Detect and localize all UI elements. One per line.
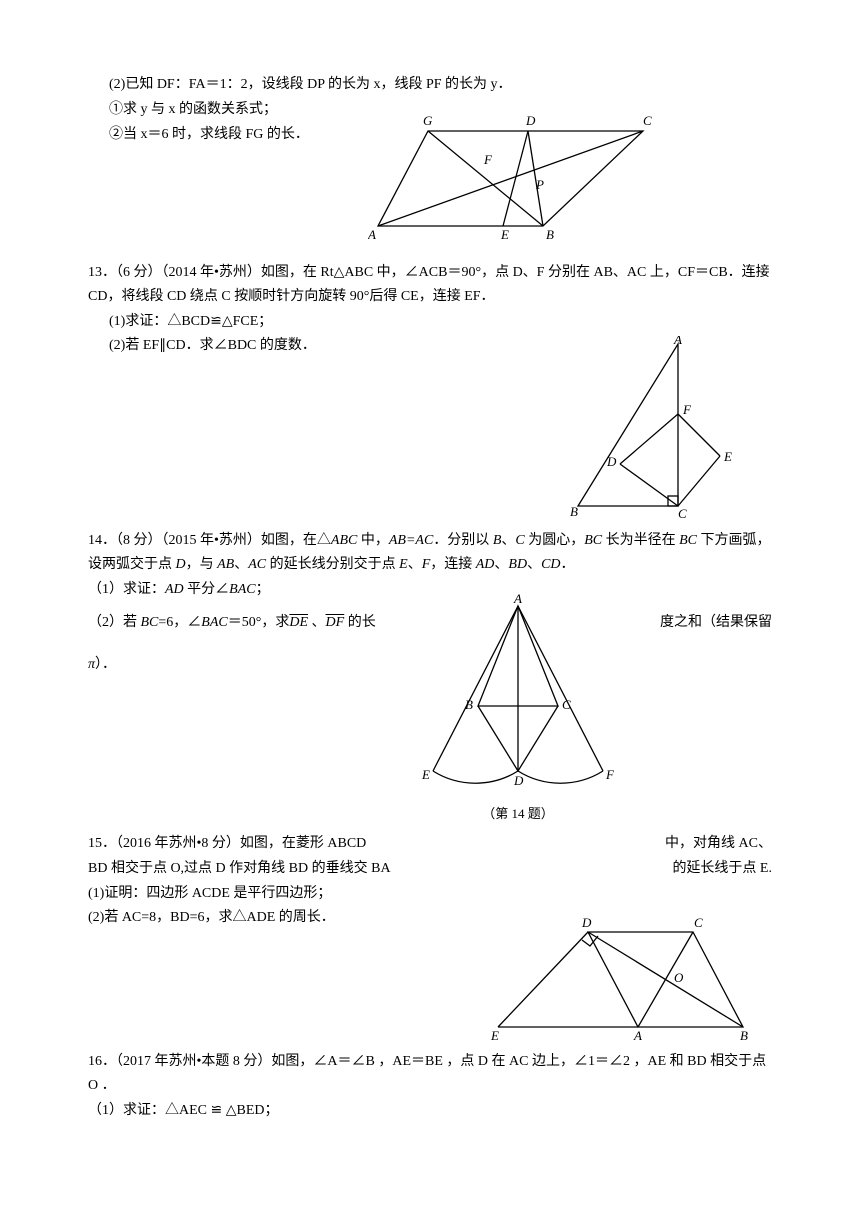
p13-line2: (1)求证：△BCD≌△FCE； <box>88 310 772 334</box>
problem-13: 13．（6 分）（2014 年•苏州）如图，在 Rt△ABC 中，∠ACB＝90… <box>88 261 772 511</box>
p12-line1: (2)已知 DF：FA＝1：2，设线段 DP 的长为 x，线段 PF 的长为 y… <box>88 73 772 97</box>
svg-text:A: A <box>633 1028 642 1042</box>
svg-text:A: A <box>368 227 376 242</box>
problem-15: 15．（2016 年苏州•8 分）如图，在菱形 ABCD 中，对角线 AC、 B… <box>88 832 772 1032</box>
svg-text:B: B <box>546 227 554 242</box>
svg-text:D: D <box>581 915 592 930</box>
p14-figure: A B C E D F （第 14 题） <box>408 591 628 825</box>
svg-text:D: D <box>525 113 536 128</box>
svg-text:C: C <box>678 506 687 521</box>
problem-12-cont: (2)已知 DF：FA＝1：2，设线段 DP 的长为 x，线段 PF 的长为 y… <box>88 73 772 243</box>
p14-line1: 14．（8 分）（2015 年•苏州）如图，在△ABC 中，AB=AC．分别以 … <box>88 529 772 577</box>
svg-text:F: F <box>682 402 692 417</box>
svg-text:B: B <box>570 504 578 519</box>
p15-svg: D C O E A B <box>488 912 788 1042</box>
svg-text:A: A <box>513 591 522 606</box>
svg-text:O: O <box>674 970 684 985</box>
p14-svg: A B C E D F <box>408 591 628 801</box>
svg-text:D: D <box>606 454 617 469</box>
svg-text:B: B <box>465 697 473 712</box>
problem-16: 16．（2017 年苏州•本题 8 分）如图，∠A＝∠B ，AE＝BE ，点 D… <box>88 1050 772 1122</box>
p16-line2: （1）求证：△AEC ≌ △BED； <box>88 1099 772 1123</box>
svg-text:A: A <box>673 336 682 347</box>
p13-svg: A F E D B C <box>548 336 748 521</box>
svg-text:E: E <box>500 227 509 242</box>
svg-text:F: F <box>605 767 615 782</box>
problem-14: 14．（8 分）（2015 年•苏州）如图，在△ABC 中，AB=AC．分别以 … <box>88 529 772 814</box>
svg-text:C: C <box>643 113 652 128</box>
p14-caption: （第 14 题） <box>408 803 628 825</box>
p12-svg: G D C F P A E B <box>368 111 668 251</box>
svg-text:C: C <box>694 915 703 930</box>
svg-text:E: E <box>421 767 430 782</box>
svg-text:E: E <box>490 1028 499 1042</box>
p15-line2: BD 相交于点 O,过点 D 作对角线 BD 的垂线交 BA 的延长线于点 E. <box>88 857 772 881</box>
svg-text:B: B <box>740 1028 748 1042</box>
svg-text:F: F <box>483 152 493 167</box>
svg-text:P: P <box>535 177 544 192</box>
svg-text:D: D <box>513 773 524 788</box>
p12-figure: G D C F P A E B <box>368 111 668 251</box>
p15-line1: 15．（2016 年苏州•8 分）如图，在菱形 ABCD 中，对角线 AC、 <box>88 832 772 856</box>
svg-text:E: E <box>723 449 732 464</box>
p15-figure: D C O E A B <box>488 912 788 1042</box>
p13-figure: A F E D B C <box>548 336 748 521</box>
svg-text:C: C <box>562 697 571 712</box>
svg-text:G: G <box>423 113 433 128</box>
p13-line1: 13．（6 分）（2014 年•苏州）如图，在 Rt△ABC 中，∠ACB＝90… <box>88 261 772 309</box>
p16-line1: 16．（2017 年苏州•本题 8 分）如图，∠A＝∠B ，AE＝BE ，点 D… <box>88 1050 772 1098</box>
p15-line3: (1)证明：四边形 ACDE 是平行四边形； <box>88 882 772 906</box>
